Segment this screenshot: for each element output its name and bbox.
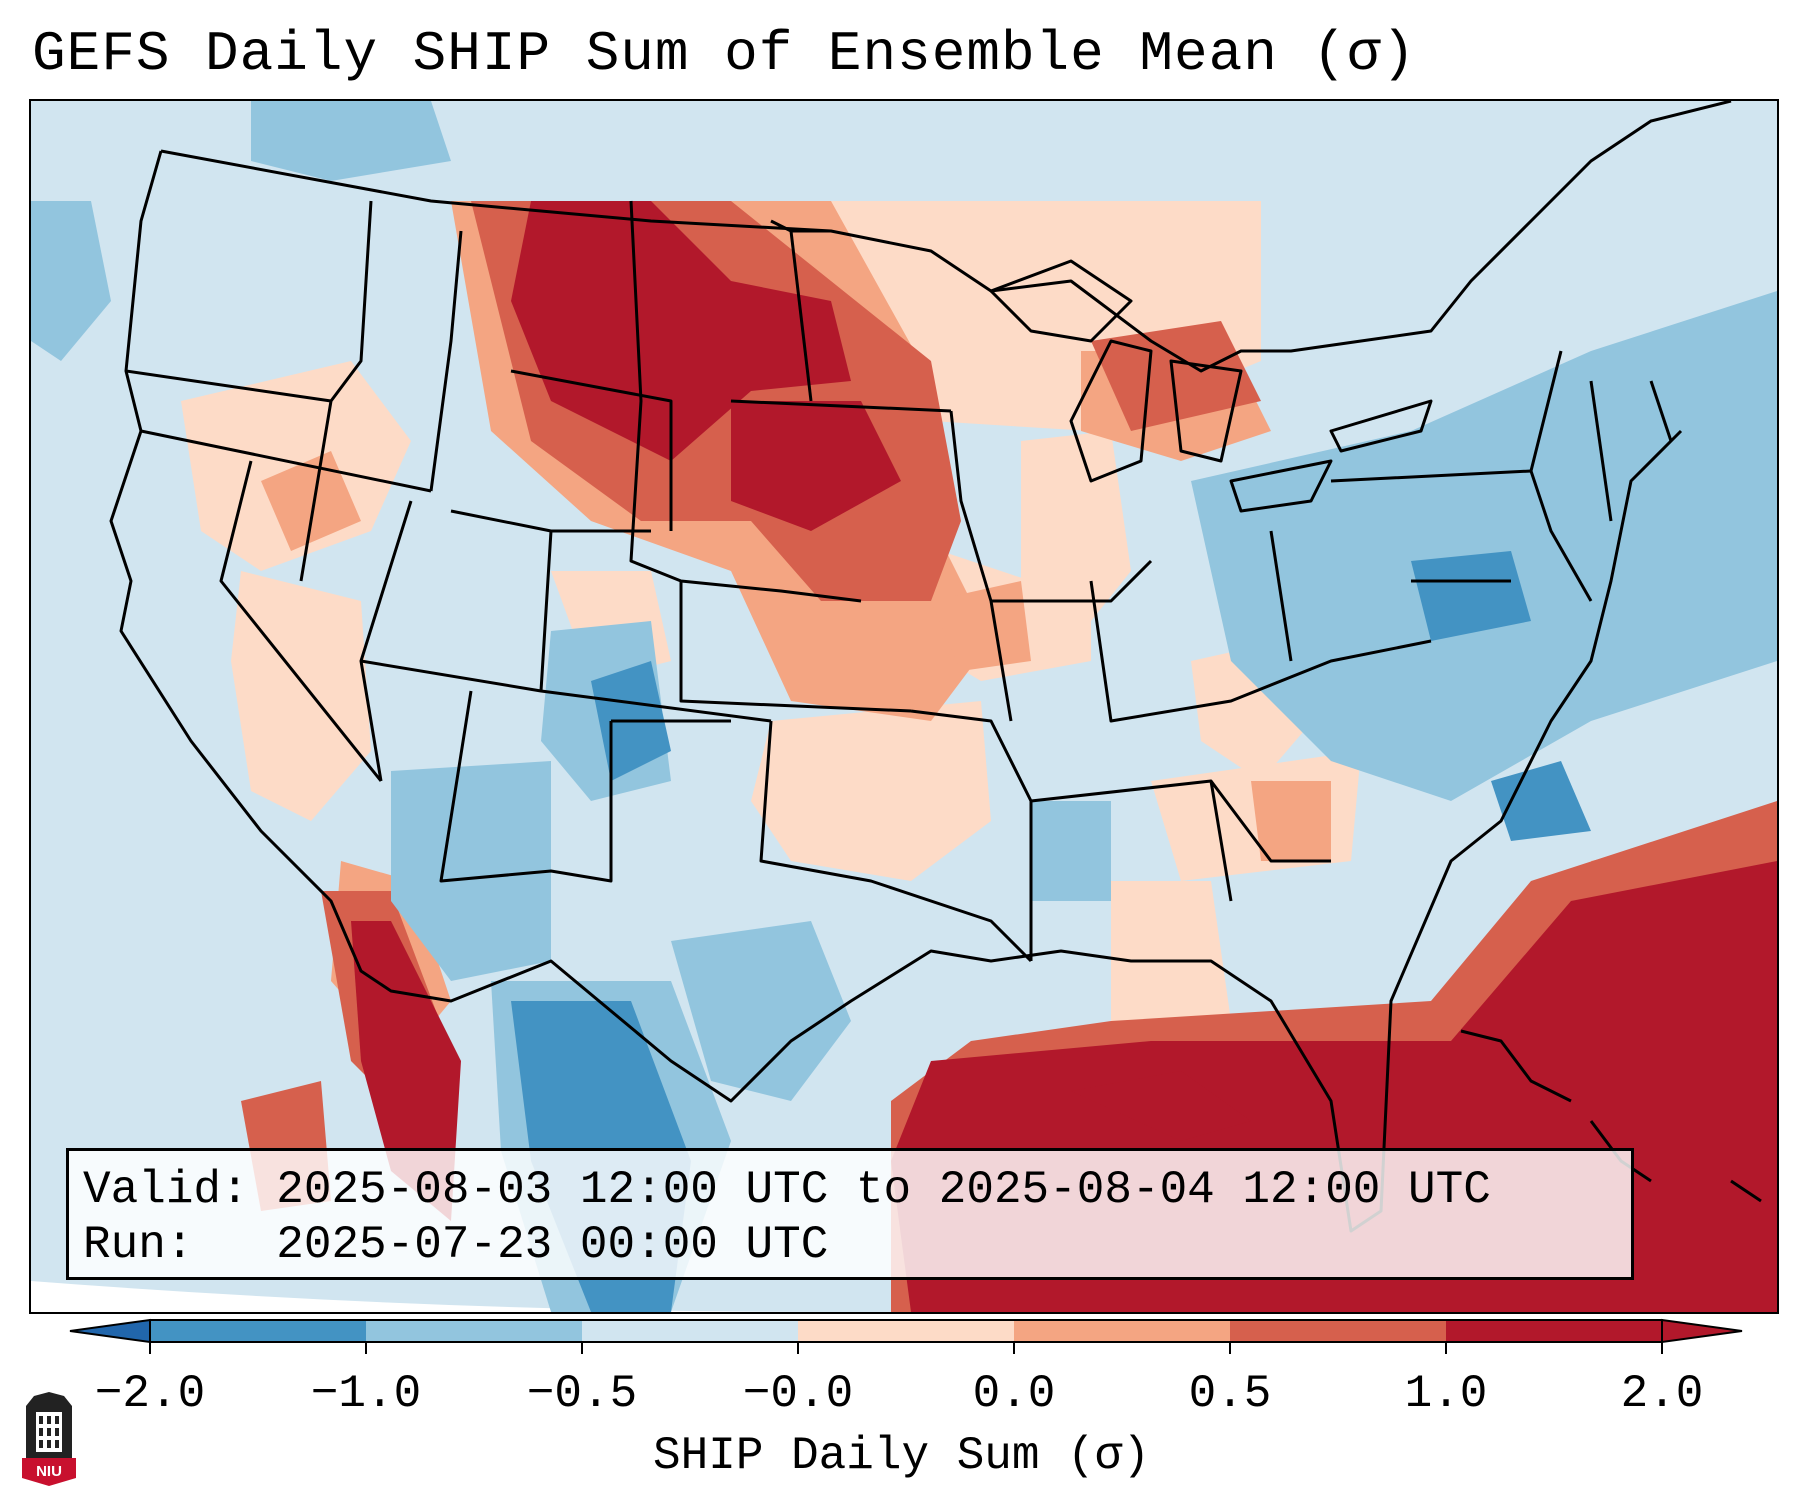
colorbar-ticks	[149, 1342, 1663, 1354]
colorbar-segment	[1014, 1320, 1230, 1342]
colorbar-tick-label: −2.0	[94, 1368, 206, 1420]
colorbar-segments	[69, 1318, 1743, 1344]
colorbar-tick-label: 2.0	[1620, 1368, 1704, 1420]
colorbar-tick-label: 0.0	[972, 1368, 1056, 1420]
anomaly-map	[31, 101, 1777, 1312]
colorbar-tick-label: −1.0	[310, 1368, 422, 1420]
colorbar-tick-label: 0.5	[1188, 1368, 1272, 1420]
colorbar-segment	[1446, 1320, 1662, 1342]
colorbar	[69, 1318, 1743, 1354]
colorbar-tick-label: −0.0	[742, 1368, 854, 1420]
map-panel	[29, 99, 1779, 1314]
valid-run-info-box: Valid: 2025-08-03 12:00 UTC to 2025-08-0…	[66, 1148, 1634, 1280]
colorbar-segment	[798, 1320, 1014, 1342]
colorbar-extend-min	[69, 1318, 151, 1344]
colorbar-tick-label: −0.5	[526, 1368, 638, 1420]
colorbar-segment	[150, 1320, 366, 1342]
run-time-text: Run: 2025-07-23 00:00 UTC	[83, 1219, 829, 1271]
colorbar-segment	[1230, 1320, 1446, 1342]
niu-logo: NIU	[22, 1392, 76, 1486]
svg-text:NIU: NIU	[36, 1463, 62, 1480]
colorbar-extend-max	[1661, 1318, 1743, 1344]
political-boundaries	[109, 101, 1762, 1233]
colorbar-segment	[366, 1320, 582, 1342]
colorbar-outline	[149, 1319, 1663, 1343]
map-outside-area	[31, 1281, 831, 1312]
colorbar-tick-label: 1.0	[1404, 1368, 1488, 1420]
chart-title: GEFS Daily SHIP Sum of Ensemble Mean (σ)	[32, 22, 1417, 86]
colorbar-label: SHIP Daily Sum (σ)	[653, 1430, 1150, 1482]
valid-time-text: Valid: 2025-08-03 12:00 UTC to 2025-08-0…	[83, 1164, 1491, 1216]
colorbar-segment	[582, 1320, 798, 1342]
